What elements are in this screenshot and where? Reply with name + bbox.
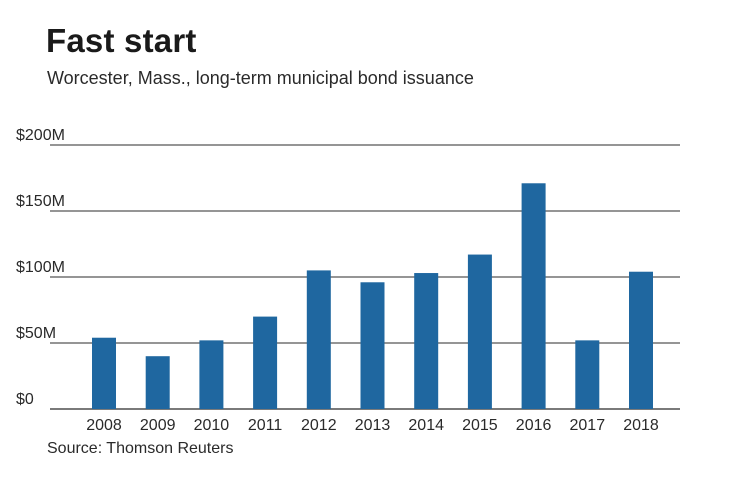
x-tick-label: 2013 [355,417,391,434]
y-tick-label: $200M [16,127,65,144]
x-tick-label: 2018 [623,417,659,434]
chart-title: Fast start [46,22,197,59]
x-tick-label: 2009 [140,417,176,434]
x-tick-label: 2008 [86,417,122,434]
bar-2018 [629,271,653,409]
bar-2009 [145,356,170,409]
bar-2015 [467,254,492,409]
source-note: Source: Thomson Reuters [47,440,234,457]
y-tick-label: $50M [16,325,56,342]
x-tick-label: 2017 [570,417,606,434]
y-tick-label: $100M [16,259,65,276]
bar-2012 [306,270,331,409]
bar-2010 [199,340,224,409]
x-tick-label: 2015 [462,417,498,434]
x-tick-label: 2014 [408,417,444,434]
x-tick-label: 2011 [248,417,283,434]
bar-2011 [253,316,278,409]
x-tick-label: 2012 [301,417,337,434]
y-tick-label: $0 [16,391,34,408]
bars [92,183,653,409]
y-tick-label: $150M [16,193,65,210]
bar-2014 [414,273,439,409]
x-tick-label: 2010 [194,417,230,434]
x-axis-ticks: 2008 2009 2010 2011 2012 2013 2014 2015 2016 2017… [86,417,659,434]
bar-2013 [360,282,385,409]
bar-2008 [92,337,116,409]
chart-subtitle: Worcester, Mass., long-term municipal bo… [47,68,474,88]
x-tick-label: 2016 [516,417,552,434]
bar-2017 [575,340,600,409]
bar-2016 [521,183,546,409]
y-axis-ticks: $0 $50M $100M $150M $200M [16,127,65,408]
